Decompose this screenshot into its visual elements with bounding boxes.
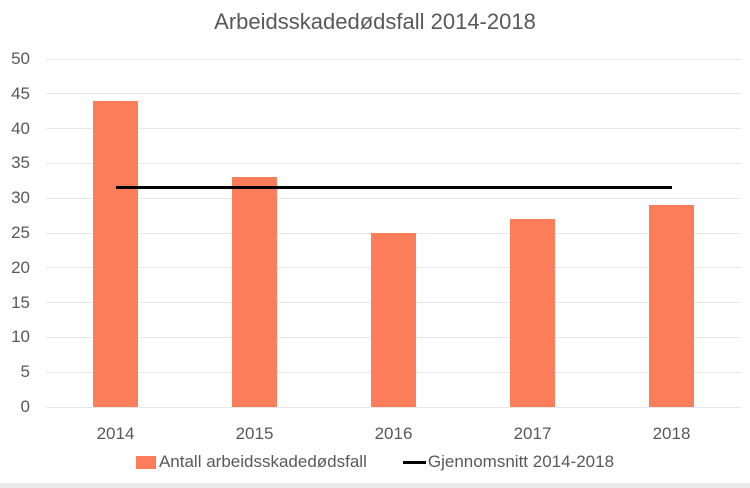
y-axis-tick-label: 25 (11, 223, 30, 242)
bar-2016 (371, 233, 416, 407)
y-axis-tick-label: 50 (11, 49, 30, 68)
line-series-swatch-icon (402, 460, 426, 464)
bar-series-swatch-icon (135, 455, 156, 469)
gridline-y0 (46, 406, 741, 408)
y-axis-tick-label: 45 (11, 83, 30, 103)
x-axis-tick-label-2017: 2017 (513, 424, 552, 443)
gridline-y45 (46, 93, 741, 95)
x-axis-tick-label-2015: 2015 (235, 424, 274, 443)
y-axis-tick-label: 40 (11, 118, 30, 138)
y-axis-tick-label: 35 (11, 153, 30, 173)
legend-item-bars: Antall arbeidsskadedødsfall (135, 452, 367, 472)
plot-area (46, 58, 741, 408)
legend-item-average: Gjennomsnitt 2014-2018 (402, 452, 615, 472)
screenshot-bottom-edge (0, 483, 750, 488)
bar-2017 (510, 219, 555, 407)
gridline-y35 (46, 162, 741, 164)
bar-2014 (93, 100, 138, 407)
y-axis-tick-label: 15 (11, 292, 30, 312)
y-axis-tick-label: 10 (11, 327, 30, 347)
legend-label-bars: Antall arbeidsskadedødsfall (158, 452, 367, 471)
y-axis-tick-label: 20 (11, 257, 30, 277)
y-axis-tick-label: 30 (11, 188, 30, 208)
legend-label-average: Gjennomsnitt 2014-2018 (427, 452, 615, 471)
x-axis-tick-label-2016: 2016 (374, 424, 413, 443)
gridline-y30 (46, 197, 741, 199)
x-axis-tick-label-2014: 2014 (96, 424, 135, 443)
x-axis-tick-label-2018: 2018 (652, 424, 691, 443)
gridline-y50 (46, 58, 741, 60)
chart-title: Arbeidsskadedødsfall 2014-2018 (214, 9, 536, 34)
bar-2018 (649, 205, 694, 407)
average-line (115, 185, 672, 189)
gridline-y40 (46, 128, 741, 130)
y-axis-tick-label: 0 (20, 397, 30, 416)
bar-2015 (232, 177, 277, 407)
legend: Antall arbeidsskadedødsfall Gjennomsnitt… (0, 452, 750, 472)
y-axis-tick-label: 5 (20, 362, 30, 382)
